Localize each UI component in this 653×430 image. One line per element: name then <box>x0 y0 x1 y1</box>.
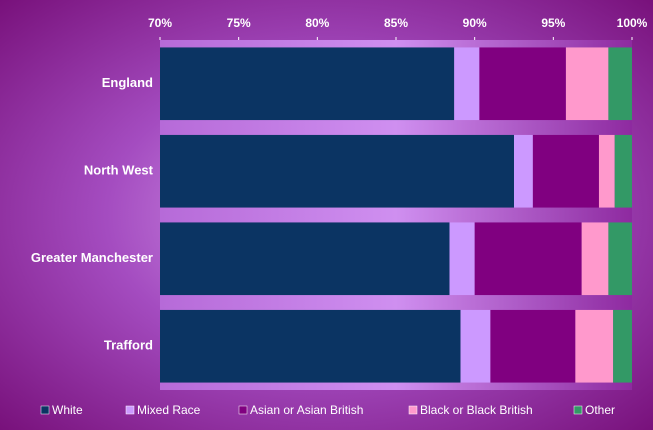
legend-label: Other <box>585 403 615 417</box>
legend-swatch <box>40 405 50 415</box>
bar-segment <box>514 134 533 208</box>
bar-segment <box>598 134 615 208</box>
legend-label: Mixed Race <box>137 403 201 417</box>
x-tick-label: 85% <box>384 16 408 30</box>
bar-segment <box>160 134 515 208</box>
x-tick-label: 75% <box>227 16 251 30</box>
bar-segment <box>608 47 632 121</box>
legend-label: Asian or Asian British <box>250 403 363 417</box>
legend-label: White <box>52 403 83 417</box>
bar-segment <box>479 47 566 121</box>
bar-segment <box>160 222 450 296</box>
bar-segment <box>449 222 475 296</box>
category-label: Trafford <box>104 338 153 353</box>
bar-segment <box>454 47 480 121</box>
x-tick-label: 100% <box>617 16 648 30</box>
legend-label: Black or Black British <box>420 403 533 417</box>
bar-segment <box>474 222 582 296</box>
bar-segment <box>160 309 461 383</box>
x-tick-label: 95% <box>541 16 565 30</box>
legend-swatch <box>573 405 583 415</box>
bar-segment <box>160 47 455 121</box>
bar-segment <box>614 134 632 208</box>
legend-swatch <box>238 405 248 415</box>
bar-segment <box>581 222 609 296</box>
bar-segment <box>608 222 632 296</box>
category-label: England <box>102 75 153 90</box>
x-tick-label: 90% <box>463 16 487 30</box>
category-label: Greater Manchester <box>31 250 153 265</box>
bars <box>160 47 632 383</box>
bar-segment <box>490 309 576 383</box>
bar-segment <box>613 309 632 383</box>
x-tick-label: 80% <box>305 16 329 30</box>
bar-segment <box>565 47 609 121</box>
x-tick-label: 70% <box>148 16 172 30</box>
bar-segment <box>460 309 491 383</box>
bar-segment <box>532 134 599 208</box>
legend-swatch <box>408 405 418 415</box>
bar-segment <box>575 309 614 383</box>
category-label: North West <box>84 163 154 178</box>
legend-swatch <box>125 405 135 415</box>
